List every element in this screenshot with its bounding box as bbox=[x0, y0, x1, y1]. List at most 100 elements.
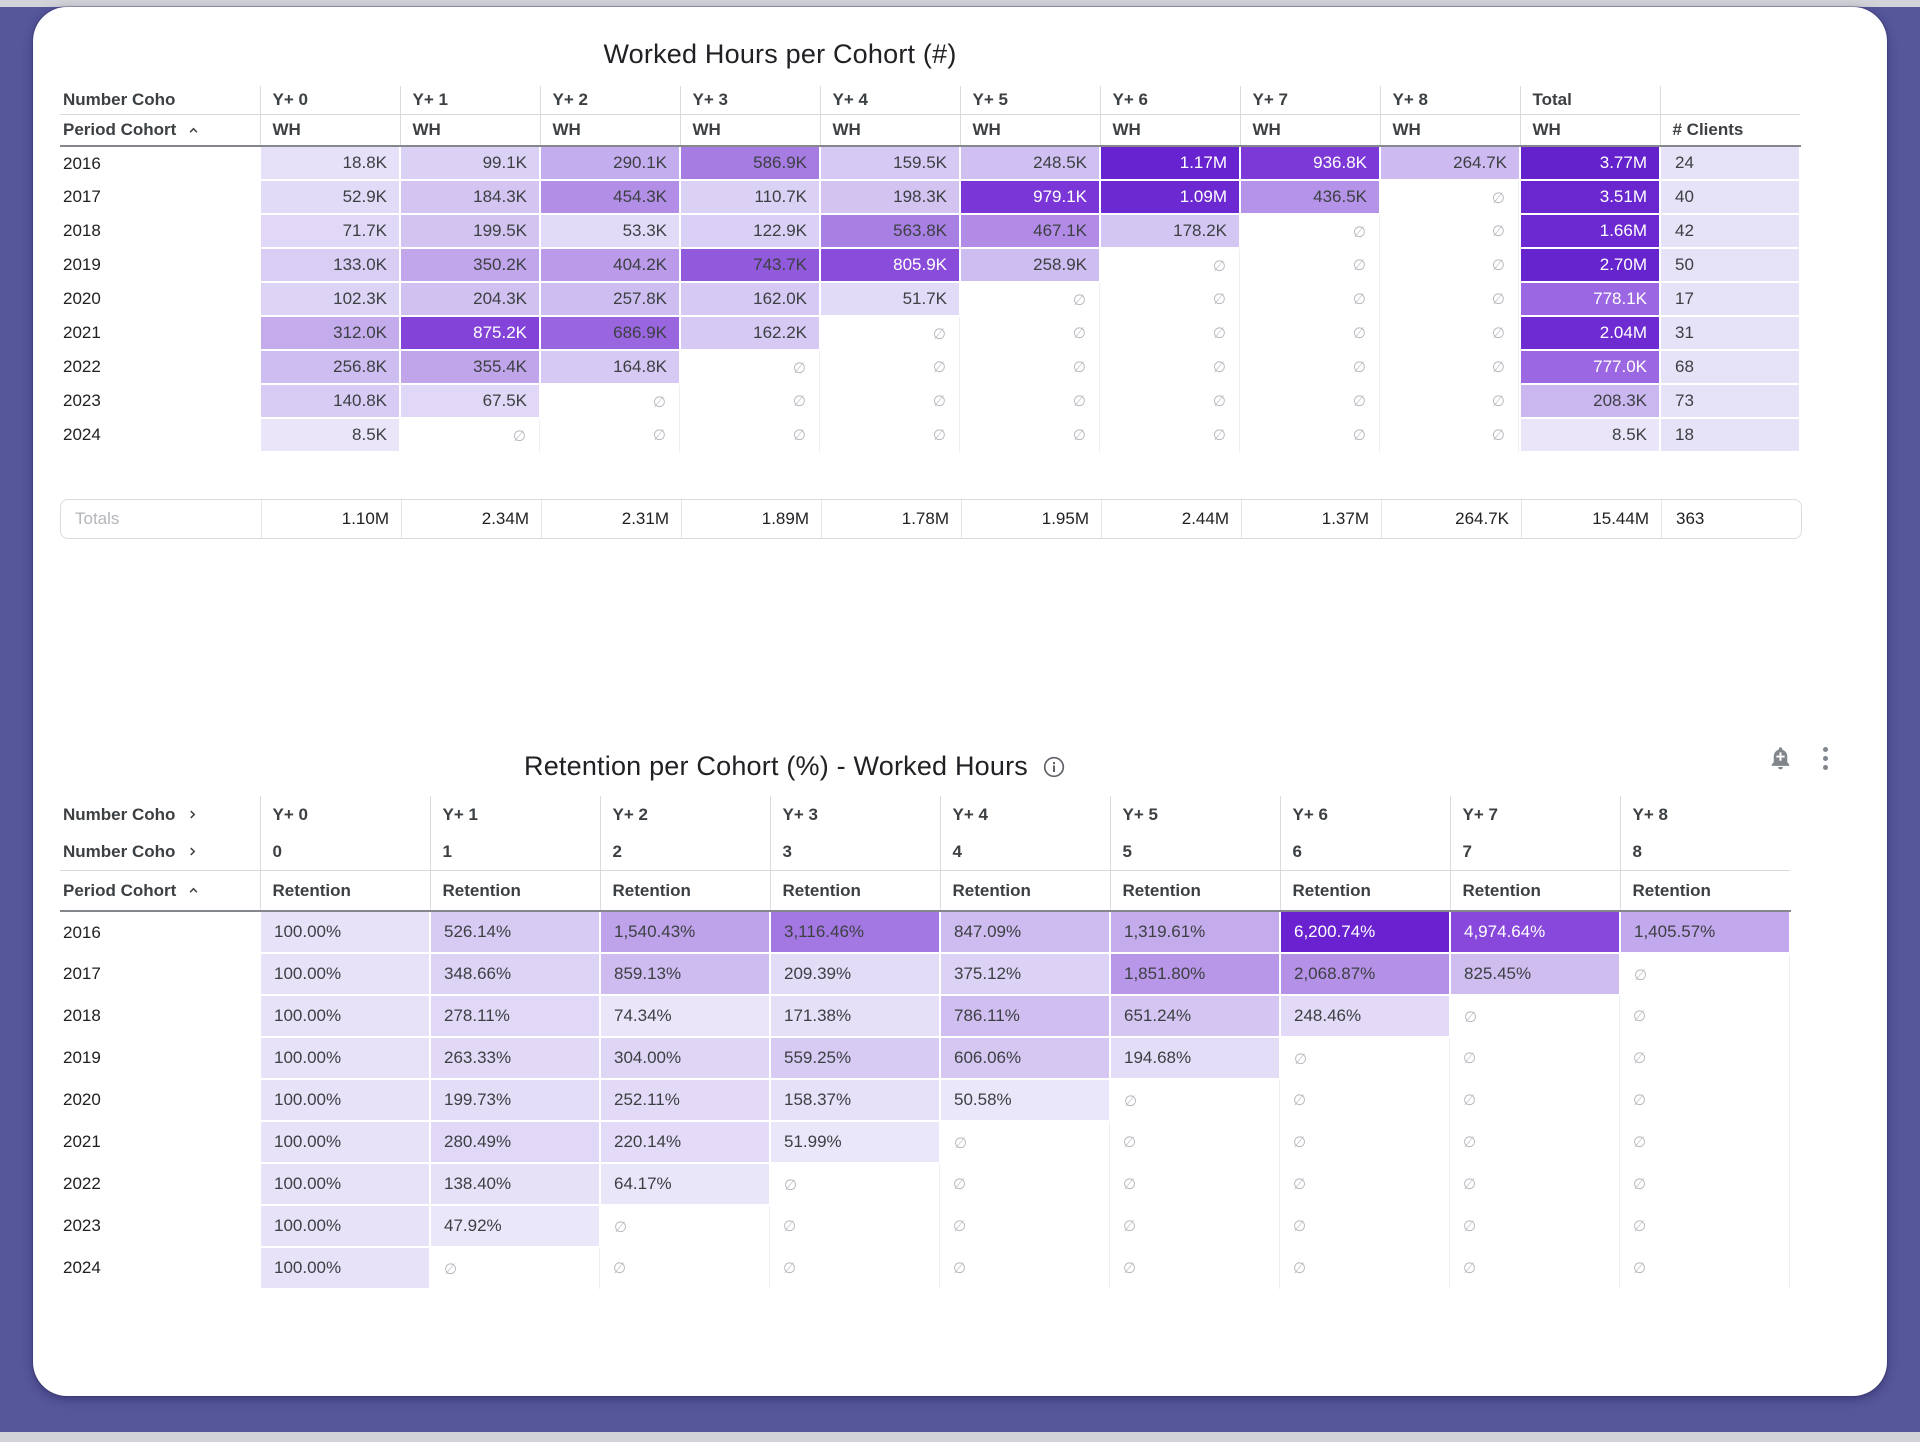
heatmap-cell[interactable]: 47.92% bbox=[429, 1204, 601, 1248]
sort-period-cohort[interactable]: Period Cohort bbox=[60, 870, 260, 912]
heatmap-cell[interactable]: 651.24% bbox=[1109, 994, 1281, 1038]
heatmap-cell[interactable]: 467.1K bbox=[959, 213, 1101, 249]
row-label-year[interactable]: 2023 bbox=[60, 1205, 260, 1247]
row-label-year[interactable]: 2016 bbox=[60, 911, 260, 953]
heatmap-cell[interactable]: 3.77M bbox=[1519, 145, 1661, 181]
heatmap-cell[interactable]: 194.68% bbox=[1109, 1036, 1281, 1080]
clients-cell[interactable]: 42 bbox=[1659, 213, 1801, 249]
heatmap-cell[interactable]: 1.17M bbox=[1099, 145, 1241, 181]
heatmap-cell[interactable]: 2.04M bbox=[1519, 315, 1661, 351]
heatmap-cell[interactable]: 786.11% bbox=[939, 994, 1111, 1038]
heatmap-cell[interactable]: 100.00% bbox=[259, 1204, 431, 1248]
clients-cell[interactable]: 73 bbox=[1659, 383, 1801, 419]
heatmap-cell[interactable]: 209.39% bbox=[769, 952, 941, 996]
clients-cell[interactable]: 68 bbox=[1659, 349, 1801, 385]
heatmap-cell[interactable]: 164.8K bbox=[539, 349, 681, 385]
heatmap-cell[interactable]: 162.2K bbox=[679, 315, 821, 351]
heatmap-cell[interactable]: 454.3K bbox=[539, 179, 681, 215]
column-header[interactable]: Y+ 4 bbox=[939, 796, 1110, 833]
column-header[interactable]: Y+ 6 bbox=[1279, 796, 1450, 833]
heatmap-cell[interactable]: 563.8K bbox=[819, 213, 961, 249]
row-label-year[interactable]: 2017 bbox=[60, 180, 260, 214]
heatmap-cell[interactable]: 256.8K bbox=[259, 349, 401, 385]
heatmap-cell[interactable]: 208.3K bbox=[1519, 383, 1661, 419]
heatmap-cell[interactable]: 184.3K bbox=[399, 179, 541, 215]
heatmap-cell[interactable]: 404.2K bbox=[539, 247, 681, 283]
heatmap-cell[interactable]: 100.00% bbox=[259, 910, 431, 954]
heatmap-cell[interactable]: 375.12% bbox=[939, 952, 1111, 996]
heatmap-cell[interactable]: 140.8K bbox=[259, 383, 401, 419]
heatmap-cell[interactable]: 220.14% bbox=[599, 1120, 771, 1164]
heatmap-cell[interactable]: 1,851.80% bbox=[1109, 952, 1281, 996]
clients-cell[interactable]: 40 bbox=[1659, 179, 1801, 215]
column-header[interactable]: Y+ 0 bbox=[259, 796, 430, 833]
row-label-year[interactable]: 2018 bbox=[60, 995, 260, 1037]
heatmap-cell[interactable]: 936.8K bbox=[1239, 145, 1381, 181]
heatmap-cell[interactable]: 100.00% bbox=[259, 1246, 431, 1290]
heatmap-cell[interactable]: 559.25% bbox=[769, 1036, 941, 1080]
column-header[interactable]: Y+ 7 bbox=[1239, 86, 1380, 115]
heatmap-cell[interactable]: 3.51M bbox=[1519, 179, 1661, 215]
heatmap-cell[interactable]: 100.00% bbox=[259, 1162, 431, 1206]
heatmap-cell[interactable]: 199.5K bbox=[399, 213, 541, 249]
row-label-year[interactable]: 2020 bbox=[60, 282, 260, 316]
clients-cell[interactable]: 24 bbox=[1659, 145, 1801, 181]
heatmap-cell[interactable]: 1.09M bbox=[1099, 179, 1241, 215]
heatmap-cell[interactable]: 348.66% bbox=[429, 952, 601, 996]
column-header[interactable]: Y+ 1 bbox=[429, 796, 600, 833]
heatmap-cell[interactable]: 18.8K bbox=[259, 145, 401, 181]
row-label-year[interactable]: 2021 bbox=[60, 1121, 260, 1163]
heatmap-cell[interactable]: 805.9K bbox=[819, 247, 961, 283]
row-label-year[interactable]: 2018 bbox=[60, 214, 260, 248]
heatmap-cell[interactable]: 198.3K bbox=[819, 179, 961, 215]
column-header[interactable]: Y+ 4 bbox=[819, 86, 960, 115]
heatmap-cell[interactable]: 304.00% bbox=[599, 1036, 771, 1080]
row-label-year[interactable]: 2019 bbox=[60, 1037, 260, 1079]
add-alert-icon[interactable] bbox=[1767, 745, 1794, 772]
column-header[interactable]: Y+ 6 bbox=[1099, 86, 1240, 115]
heatmap-cell[interactable]: 350.2K bbox=[399, 247, 541, 283]
heatmap-cell[interactable]: 312.0K bbox=[259, 315, 401, 351]
heatmap-cell[interactable]: 743.7K bbox=[679, 247, 821, 283]
row-label-year[interactable]: 2021 bbox=[60, 316, 260, 350]
heatmap-cell[interactable]: 171.38% bbox=[769, 994, 941, 1038]
heatmap-cell[interactable]: 67.5K bbox=[399, 383, 541, 419]
row-label-year[interactable]: 2022 bbox=[60, 350, 260, 384]
heatmap-cell[interactable]: 355.4K bbox=[399, 349, 541, 385]
row-label-year[interactable]: 2019 bbox=[60, 248, 260, 282]
heatmap-cell[interactable]: 53.3K bbox=[539, 213, 681, 249]
heatmap-cell[interactable]: 859.13% bbox=[599, 952, 771, 996]
heatmap-cell[interactable]: 2.70M bbox=[1519, 247, 1661, 283]
row-label-year[interactable]: 2020 bbox=[60, 1079, 260, 1121]
heatmap-cell[interactable]: 51.7K bbox=[819, 281, 961, 317]
heatmap-cell[interactable]: 102.3K bbox=[259, 281, 401, 317]
sort-period-cohort[interactable]: Period Cohort bbox=[60, 114, 260, 147]
heatmap-cell[interactable]: 264.7K bbox=[1379, 145, 1521, 181]
row-label-year[interactable]: 2023 bbox=[60, 384, 260, 418]
heatmap-cell[interactable]: 436.5K bbox=[1239, 179, 1381, 215]
heatmap-cell[interactable]: 290.1K bbox=[539, 145, 681, 181]
column-header[interactable]: Y+ 7 bbox=[1449, 796, 1620, 833]
heatmap-cell[interactable]: 158.37% bbox=[769, 1078, 941, 1122]
heatmap-cell[interactable]: 74.34% bbox=[599, 994, 771, 1038]
column-header[interactable]: Y+ 3 bbox=[769, 796, 940, 833]
heatmap-cell[interactable]: 52.9K bbox=[259, 179, 401, 215]
heatmap-cell[interactable]: 586.9K bbox=[679, 145, 821, 181]
heatmap-cell[interactable]: 526.14% bbox=[429, 910, 601, 954]
heatmap-cell[interactable]: 71.7K bbox=[259, 213, 401, 249]
heatmap-cell[interactable]: 1,405.57% bbox=[1619, 910, 1791, 954]
row-label-year[interactable]: 2017 bbox=[60, 953, 260, 995]
row-label-year[interactable]: 2024 bbox=[60, 418, 260, 452]
heatmap-cell[interactable]: 138.40% bbox=[429, 1162, 601, 1206]
row-label-year[interactable]: 2022 bbox=[60, 1163, 260, 1205]
clients-cell[interactable]: 31 bbox=[1659, 315, 1801, 351]
heatmap-cell[interactable]: 2,068.87% bbox=[1279, 952, 1451, 996]
column-header[interactable]: Y+ 5 bbox=[1109, 796, 1280, 833]
heatmap-cell[interactable]: 875.2K bbox=[399, 315, 541, 351]
row-label-year[interactable]: 2016 bbox=[60, 146, 260, 180]
clients-cell[interactable]: 18 bbox=[1659, 417, 1801, 453]
heatmap-cell[interactable]: 133.0K bbox=[259, 247, 401, 283]
heatmap-cell[interactable]: 6,200.74% bbox=[1279, 910, 1451, 954]
heatmap-cell[interactable]: 280.49% bbox=[429, 1120, 601, 1164]
heatmap-cell[interactable]: 278.11% bbox=[429, 994, 601, 1038]
